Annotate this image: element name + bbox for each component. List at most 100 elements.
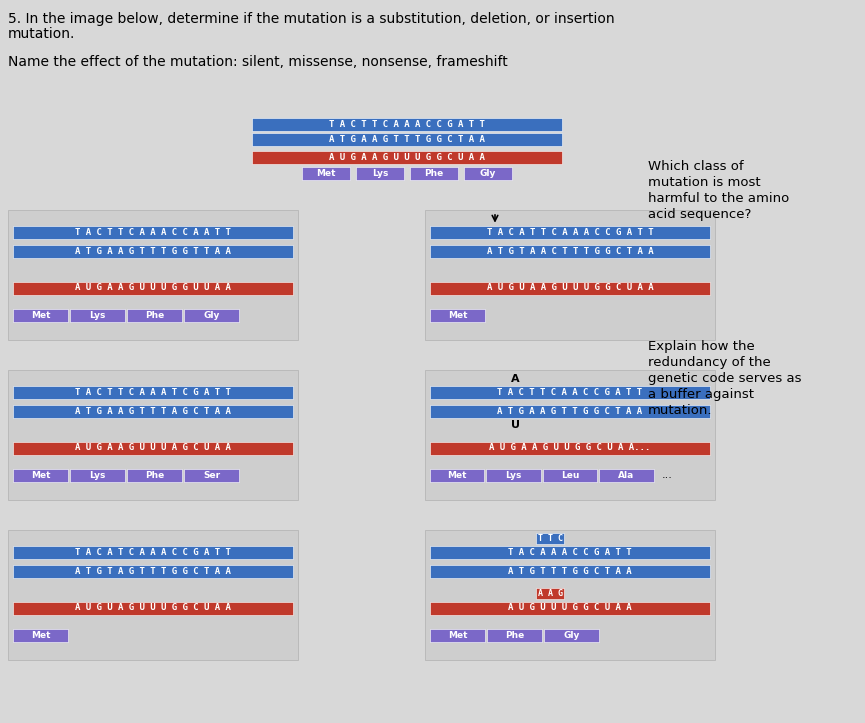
Text: A U G U A G U U U G G C U A A: A U G U A G U U U G G C U A A <box>75 604 231 612</box>
Bar <box>13 309 68 322</box>
Text: Ser: Ser <box>203 471 220 480</box>
Bar <box>8 530 298 660</box>
Text: mutation.: mutation. <box>8 27 75 41</box>
Text: 5. In the image below, determine if the mutation is a substitution, deletion, or: 5. In the image below, determine if the … <box>8 12 615 26</box>
Bar <box>184 469 239 482</box>
Text: Met: Met <box>31 311 50 320</box>
Text: genetic code serves as: genetic code serves as <box>648 372 802 385</box>
Text: A: A <box>510 374 519 384</box>
Bar <box>430 442 710 455</box>
Text: Lys: Lys <box>505 471 522 480</box>
Text: redundancy of the: redundancy of the <box>648 356 771 369</box>
Bar <box>536 588 564 599</box>
Bar <box>486 469 541 482</box>
Text: A T G A A G T T G G C T A A: A T G A A G T T G G C T A A <box>497 407 643 416</box>
Text: A U G U U U G G C U A A: A U G U U U G G C U A A <box>509 604 631 612</box>
Text: T A C A A A C C G A T T: T A C A A A C C G A T T <box>509 547 631 557</box>
Text: T T C: T T C <box>537 534 562 543</box>
Text: Name the effect of the mutation: silent, missense, nonsense, frameshift: Name the effect of the mutation: silent,… <box>8 55 508 69</box>
Bar <box>8 210 298 340</box>
Text: A U G A A G U U U A G C U A A: A U G A A G U U U A G C U A A <box>75 443 231 453</box>
Bar <box>127 309 182 322</box>
Text: Explain how the: Explain how the <box>648 340 755 353</box>
Bar <box>599 469 654 482</box>
Bar <box>487 629 542 642</box>
Text: Met: Met <box>448 311 467 320</box>
Text: Gly: Gly <box>203 311 220 320</box>
Bar <box>13 226 293 239</box>
Text: ...: ... <box>662 470 672 480</box>
Bar <box>543 469 597 482</box>
Text: A U G U A A G U U U G G C U A A: A U G U A A G U U U G G C U A A <box>487 283 653 293</box>
Text: T A C A T T C A A A C C G A T T: T A C A T T C A A A C C G A T T <box>487 228 653 236</box>
Bar <box>184 309 239 322</box>
Bar <box>430 245 710 258</box>
Bar <box>13 565 293 578</box>
Text: A T G A A G T T T G G T T A A: A T G A A G T T T G G T T A A <box>75 247 231 256</box>
Text: acid sequence?: acid sequence? <box>648 208 752 221</box>
Text: T A C T T C A A A C C A A T T: T A C T T C A A A C C A A T T <box>75 228 231 236</box>
Bar <box>430 226 710 239</box>
Text: Lys: Lys <box>89 311 106 320</box>
Text: a buffer against: a buffer against <box>648 388 754 401</box>
Text: Lys: Lys <box>372 169 388 178</box>
Bar <box>430 629 485 642</box>
Text: A T G A A G T T T G G C T A A: A T G A A G T T T G G C T A A <box>329 135 485 144</box>
Bar <box>425 210 715 340</box>
Bar <box>70 309 125 322</box>
Text: Met: Met <box>317 169 336 178</box>
Text: Ala: Ala <box>618 471 635 480</box>
Text: Phe: Phe <box>425 169 444 178</box>
Text: Met: Met <box>447 471 467 480</box>
Text: Met: Met <box>31 630 50 640</box>
Text: T A C A T C A A A C C G A T T: T A C A T C A A A C C G A T T <box>75 547 231 557</box>
Bar <box>13 442 293 455</box>
Bar <box>70 469 125 482</box>
Text: Met: Met <box>31 471 50 480</box>
Text: T A C T T C A A A C C G A T T: T A C T T C A A A C C G A T T <box>329 120 485 129</box>
Bar <box>536 533 564 544</box>
Text: A U G A A G U U G G C U A A...: A U G A A G U U G G C U A A... <box>490 443 650 453</box>
Text: Leu: Leu <box>561 471 580 480</box>
Text: A T G T A A C T T T G G C T A A: A T G T A A C T T T G G C T A A <box>487 247 653 256</box>
Text: harmful to the amino: harmful to the amino <box>648 192 789 205</box>
Bar <box>13 405 293 418</box>
Bar <box>430 281 710 294</box>
Bar <box>430 469 484 482</box>
Bar <box>430 546 710 559</box>
Bar <box>13 546 293 559</box>
Bar <box>430 309 485 322</box>
Text: Lys: Lys <box>89 471 106 480</box>
Text: Phe: Phe <box>505 630 524 640</box>
Bar <box>13 469 68 482</box>
Bar <box>127 469 182 482</box>
Bar <box>430 405 710 418</box>
Bar <box>13 629 68 642</box>
Text: A T G T T T G G C T A A: A T G T T T G G C T A A <box>509 567 631 576</box>
Text: A T G T A G T T T G G C T A A: A T G T A G T T T G G C T A A <box>75 567 231 576</box>
Bar <box>464 167 512 180</box>
Text: Which class of: Which class of <box>648 160 744 173</box>
Bar <box>425 370 715 500</box>
Bar <box>252 118 562 131</box>
Bar <box>13 602 293 615</box>
Bar <box>13 245 293 258</box>
Bar <box>13 281 293 294</box>
Text: mutation is most: mutation is most <box>648 176 760 189</box>
Text: Phe: Phe <box>144 311 164 320</box>
Text: U: U <box>510 420 520 430</box>
Text: Met: Met <box>448 630 467 640</box>
Bar <box>252 151 562 164</box>
Text: Phe: Phe <box>144 471 164 480</box>
Text: A A G: A A G <box>537 589 562 597</box>
Text: Gly: Gly <box>480 169 497 178</box>
Text: T A C T T C A A A T C G A T T: T A C T T C A A A T C G A T T <box>75 388 231 397</box>
Bar <box>410 167 458 180</box>
Bar <box>430 565 710 578</box>
Text: Gly: Gly <box>563 630 580 640</box>
Text: A U G A A G U U U G G U U A A: A U G A A G U U U G G U U A A <box>75 283 231 293</box>
Text: T A C T T C A A C C G A T T: T A C T T C A A C C G A T T <box>497 388 643 397</box>
Bar <box>425 530 715 660</box>
Bar <box>8 370 298 500</box>
Text: mutation.: mutation. <box>648 404 713 417</box>
